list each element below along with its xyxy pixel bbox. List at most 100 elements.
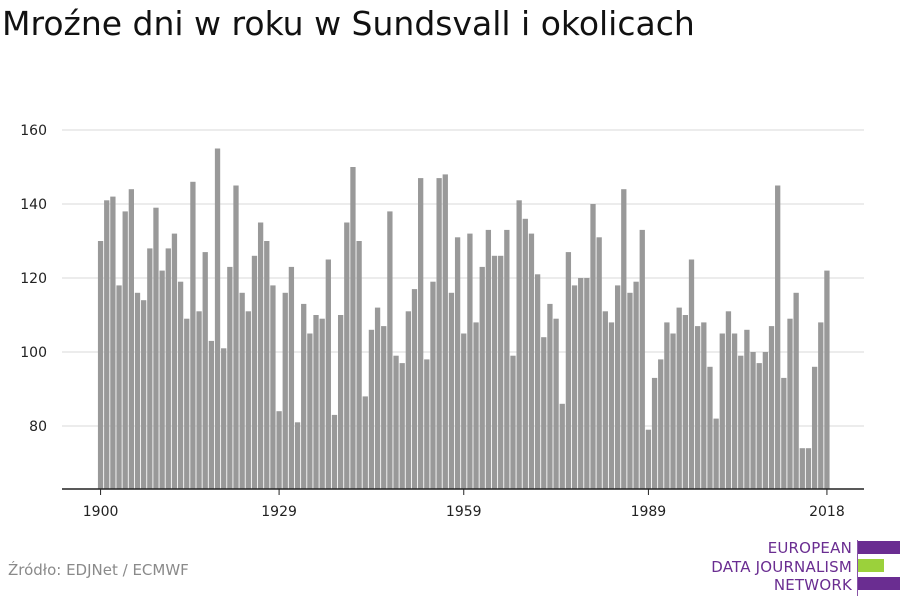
bar-1967 bbox=[510, 355, 516, 489]
bar-2011 bbox=[781, 377, 787, 489]
bar-1971 bbox=[534, 274, 541, 489]
bar-1997 bbox=[695, 326, 701, 489]
bar-1984 bbox=[614, 285, 621, 489]
bar-1998 bbox=[701, 322, 707, 489]
bar-1907 bbox=[141, 300, 147, 489]
bar-1915 bbox=[190, 181, 196, 490]
bar-1991 bbox=[658, 359, 664, 489]
logo-text-line-3: NETWORK bbox=[773, 576, 852, 594]
x-tick-label-1929: 1929 bbox=[261, 504, 297, 520]
bar-1910 bbox=[159, 270, 165, 489]
logo-bar-purple-top bbox=[858, 541, 900, 554]
bar-1948 bbox=[393, 355, 399, 489]
bar-2000 bbox=[713, 418, 719, 489]
bar-1990 bbox=[651, 377, 658, 489]
bar-2017 bbox=[818, 322, 824, 489]
bar-1962 bbox=[479, 266, 485, 489]
bar-1906 bbox=[134, 292, 141, 489]
bar-2007 bbox=[756, 363, 762, 489]
bar-2014 bbox=[799, 448, 805, 489]
bar-1985 bbox=[621, 189, 627, 489]
bar-1974 bbox=[553, 318, 559, 489]
x-tick-label-1900: 1900 bbox=[83, 504, 119, 520]
bar-1913 bbox=[177, 281, 184, 489]
bar-1931 bbox=[288, 266, 295, 489]
bar-2001 bbox=[719, 333, 725, 489]
bar-1941 bbox=[350, 167, 356, 489]
bar-1904 bbox=[122, 211, 128, 489]
axes: 80 100 120 140 160 1900 1929 1959 1989 2018 bbox=[20, 123, 864, 520]
x-tick-label-1959: 1959 bbox=[446, 504, 482, 520]
bar-1945 bbox=[374, 307, 381, 489]
bar-1963 bbox=[485, 229, 492, 489]
bar-1918 bbox=[208, 340, 215, 489]
bar-1933 bbox=[301, 303, 307, 489]
bar-1994 bbox=[676, 307, 682, 489]
bar-1989 bbox=[645, 429, 652, 489]
bar-1903 bbox=[116, 285, 122, 489]
bar-1954 bbox=[430, 281, 436, 489]
bar-1969 bbox=[522, 218, 528, 490]
bar-1960 bbox=[467, 233, 473, 489]
bar-2006 bbox=[750, 352, 756, 489]
bar-1912 bbox=[171, 233, 178, 489]
bar-1919 bbox=[214, 148, 221, 489]
bar-1993 bbox=[670, 333, 676, 489]
bar-1951 bbox=[411, 289, 418, 489]
bar-2012 bbox=[787, 318, 793, 489]
bar-1902 bbox=[110, 196, 116, 489]
x-tick-label-1989: 1989 bbox=[631, 504, 667, 520]
logo-bar-green bbox=[858, 559, 884, 572]
logo-bar-purple-bottom bbox=[858, 577, 900, 590]
bar-1978 bbox=[578, 278, 584, 489]
logo-text-line-2: DATA JOURNALISM bbox=[711, 558, 852, 576]
bar-2008 bbox=[762, 352, 769, 489]
bar-2009 bbox=[768, 326, 775, 489]
bar-1922 bbox=[233, 185, 239, 489]
bar-1908 bbox=[147, 248, 153, 489]
bar-1958 bbox=[454, 237, 461, 489]
bar-1934 bbox=[307, 333, 313, 489]
bar-1930 bbox=[282, 292, 288, 489]
bar-1952 bbox=[418, 178, 424, 489]
bar-1927 bbox=[264, 241, 270, 489]
logo-text-line-1: EUROPEAN bbox=[767, 539, 852, 557]
bar-1968 bbox=[516, 200, 522, 490]
y-tick-label-160: 160 bbox=[20, 123, 47, 139]
bar-1986 bbox=[627, 292, 633, 489]
bar-1935 bbox=[313, 315, 319, 489]
bar-1924 bbox=[245, 311, 251, 489]
bar-1911 bbox=[165, 248, 171, 489]
bars bbox=[97, 148, 830, 490]
bar-1964 bbox=[491, 255, 498, 489]
bar-1929 bbox=[276, 411, 282, 489]
y-tick-label-80: 80 bbox=[29, 419, 47, 435]
bar-1944 bbox=[368, 329, 375, 489]
bar-1921 bbox=[227, 266, 233, 489]
bar-2015 bbox=[805, 448, 812, 489]
bar-1992 bbox=[664, 322, 670, 489]
y-tick-label-140: 140 bbox=[20, 197, 47, 213]
bar-1995 bbox=[682, 315, 688, 489]
bar-1940 bbox=[344, 222, 350, 489]
bar-1961 bbox=[473, 322, 479, 489]
bar-1977 bbox=[571, 285, 578, 489]
bar-1955 bbox=[436, 178, 442, 489]
bar-1959 bbox=[461, 333, 467, 489]
bar-1943 bbox=[362, 396, 368, 489]
bar-1996 bbox=[688, 259, 695, 489]
bar-1947 bbox=[387, 211, 393, 489]
bar-1937 bbox=[325, 259, 331, 489]
bar-1973 bbox=[547, 303, 553, 489]
bar-1900 bbox=[97, 241, 104, 489]
bar-2002 bbox=[725, 311, 732, 489]
bar-1966 bbox=[504, 229, 510, 489]
bar-1953 bbox=[424, 359, 430, 489]
bar-1949 bbox=[399, 363, 405, 489]
bar-1965 bbox=[498, 255, 504, 489]
bar-1946 bbox=[381, 326, 387, 489]
chart-title: Mroźne dni w roku w Sundsvall i okolicac… bbox=[2, 4, 695, 43]
bar-2018 bbox=[824, 270, 830, 489]
bar-1982 bbox=[602, 311, 608, 489]
